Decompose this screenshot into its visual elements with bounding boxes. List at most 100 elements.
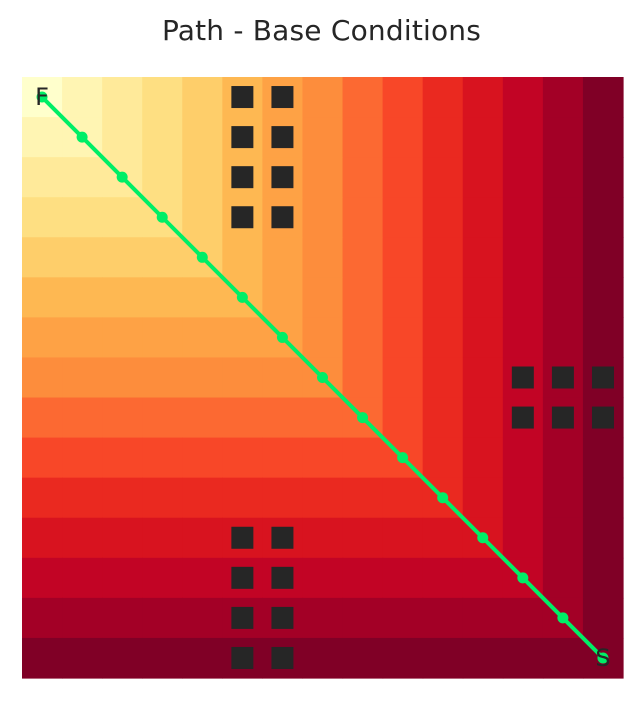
heatmap-cell <box>542 77 584 118</box>
obstacle-block <box>511 366 534 389</box>
heatmap-cell <box>142 277 183 318</box>
heatmap-cell <box>302 77 344 118</box>
heatmap-cell <box>142 357 183 399</box>
heatmap-cell <box>422 397 464 439</box>
heatmap-cell <box>142 597 183 639</box>
heatmap-cell <box>302 517 344 559</box>
obstacle-block <box>231 166 254 189</box>
heatmap-cell <box>582 197 624 238</box>
heatmap-cell <box>422 357 464 399</box>
obstacle-block <box>271 526 294 549</box>
heatmap-cell <box>382 517 424 559</box>
heatmap-cell <box>102 197 143 238</box>
obstacle-block <box>271 166 294 189</box>
heatmap-cell <box>502 117 544 158</box>
heatmap-cell <box>182 437 223 479</box>
heatmap-cell <box>342 277 384 318</box>
heatmap-cell <box>102 397 143 439</box>
heatmap-cell <box>382 157 424 198</box>
heatmap-cell <box>22 197 63 238</box>
heatmap-cell <box>182 477 223 519</box>
heatmap-cell <box>502 517 544 559</box>
heatmap-cell <box>422 317 464 359</box>
heatmap-cell <box>462 117 504 158</box>
heatmap-cell <box>302 197 344 238</box>
heatmap-cell <box>542 437 584 479</box>
heatmap-cell <box>22 117 63 158</box>
heatmap-cell <box>102 317 143 359</box>
heatmap-cell <box>582 477 624 519</box>
heatmap-cell <box>102 277 143 318</box>
heatmap-cell <box>462 597 504 639</box>
heatmap-cell <box>62 357 103 399</box>
heatmap-cell <box>542 477 584 519</box>
heatmap-cell <box>462 397 504 439</box>
heatmap-cell <box>262 277 304 318</box>
heatmap-cell <box>102 637 143 679</box>
heatmap-cell <box>502 277 544 318</box>
heatmap-cell <box>382 357 424 399</box>
obstacle-block <box>551 406 574 429</box>
heatmap-cell <box>22 277 63 318</box>
obstacle-block <box>271 646 294 669</box>
path-point <box>156 211 168 223</box>
heatmap-cell <box>22 157 63 198</box>
heatmap-cell <box>302 277 344 318</box>
heatmap-cell <box>422 637 464 679</box>
heatmap-cell <box>462 437 504 479</box>
obstacle-block <box>231 646 254 669</box>
heatmap-cell <box>222 437 263 479</box>
heatmap-cell <box>62 397 103 439</box>
heatmap-cell <box>422 597 464 639</box>
heatmap-cell <box>542 317 584 359</box>
heatmap-cell <box>502 437 544 479</box>
heatmap-cell <box>422 517 464 559</box>
path-point <box>517 572 529 584</box>
heatmap-cell <box>422 197 464 238</box>
heatmap-cell <box>382 557 424 599</box>
heatmap-cell <box>182 637 223 679</box>
heatmap-cell <box>422 157 464 198</box>
heatmap-cell <box>62 197 103 238</box>
heatmap-cell <box>62 437 103 479</box>
heatmap-cell <box>102 77 143 118</box>
heatmap-cell <box>222 237 263 278</box>
heatmap-cell <box>222 477 263 519</box>
obstacle-block <box>551 366 574 389</box>
obstacle-block <box>231 206 254 229</box>
heatmap-cell <box>582 437 624 479</box>
heatmap-cell <box>142 557 183 599</box>
heatmap-cell <box>462 317 504 359</box>
heatmap-cell <box>342 117 384 158</box>
heatmap-cell <box>142 437 183 479</box>
heatmap-cell <box>302 117 344 158</box>
heatmap-cell <box>382 397 424 439</box>
heatmap-cell <box>102 517 143 559</box>
heatmap-cell <box>62 517 103 559</box>
obstacle-block <box>271 126 294 149</box>
heatmap-cell <box>462 237 504 278</box>
heatmap-cell <box>382 637 424 679</box>
heatmap-cell <box>582 317 624 359</box>
path-point <box>317 372 328 383</box>
heatmap-cell <box>422 117 464 158</box>
path-point <box>557 612 569 624</box>
heatmap-cell <box>22 357 63 399</box>
heatmap-cell <box>462 77 504 118</box>
heatmap-cell <box>342 157 384 198</box>
heatmap-cell <box>142 237 183 278</box>
heatmap-cell <box>222 317 263 359</box>
heatmap-cell <box>582 157 624 198</box>
obstacle-block <box>271 86 294 109</box>
obstacle-block <box>591 406 614 429</box>
heatmap-cell <box>502 597 544 639</box>
obstacle-block <box>271 606 294 629</box>
heatmap-cell <box>462 477 504 519</box>
obstacles <box>231 86 614 669</box>
obstacle-block <box>271 206 294 229</box>
heatmap-cell <box>542 157 584 198</box>
heatmap-cell <box>422 437 464 479</box>
heatmap-cell <box>22 517 63 559</box>
heatmap-cell <box>142 517 183 559</box>
